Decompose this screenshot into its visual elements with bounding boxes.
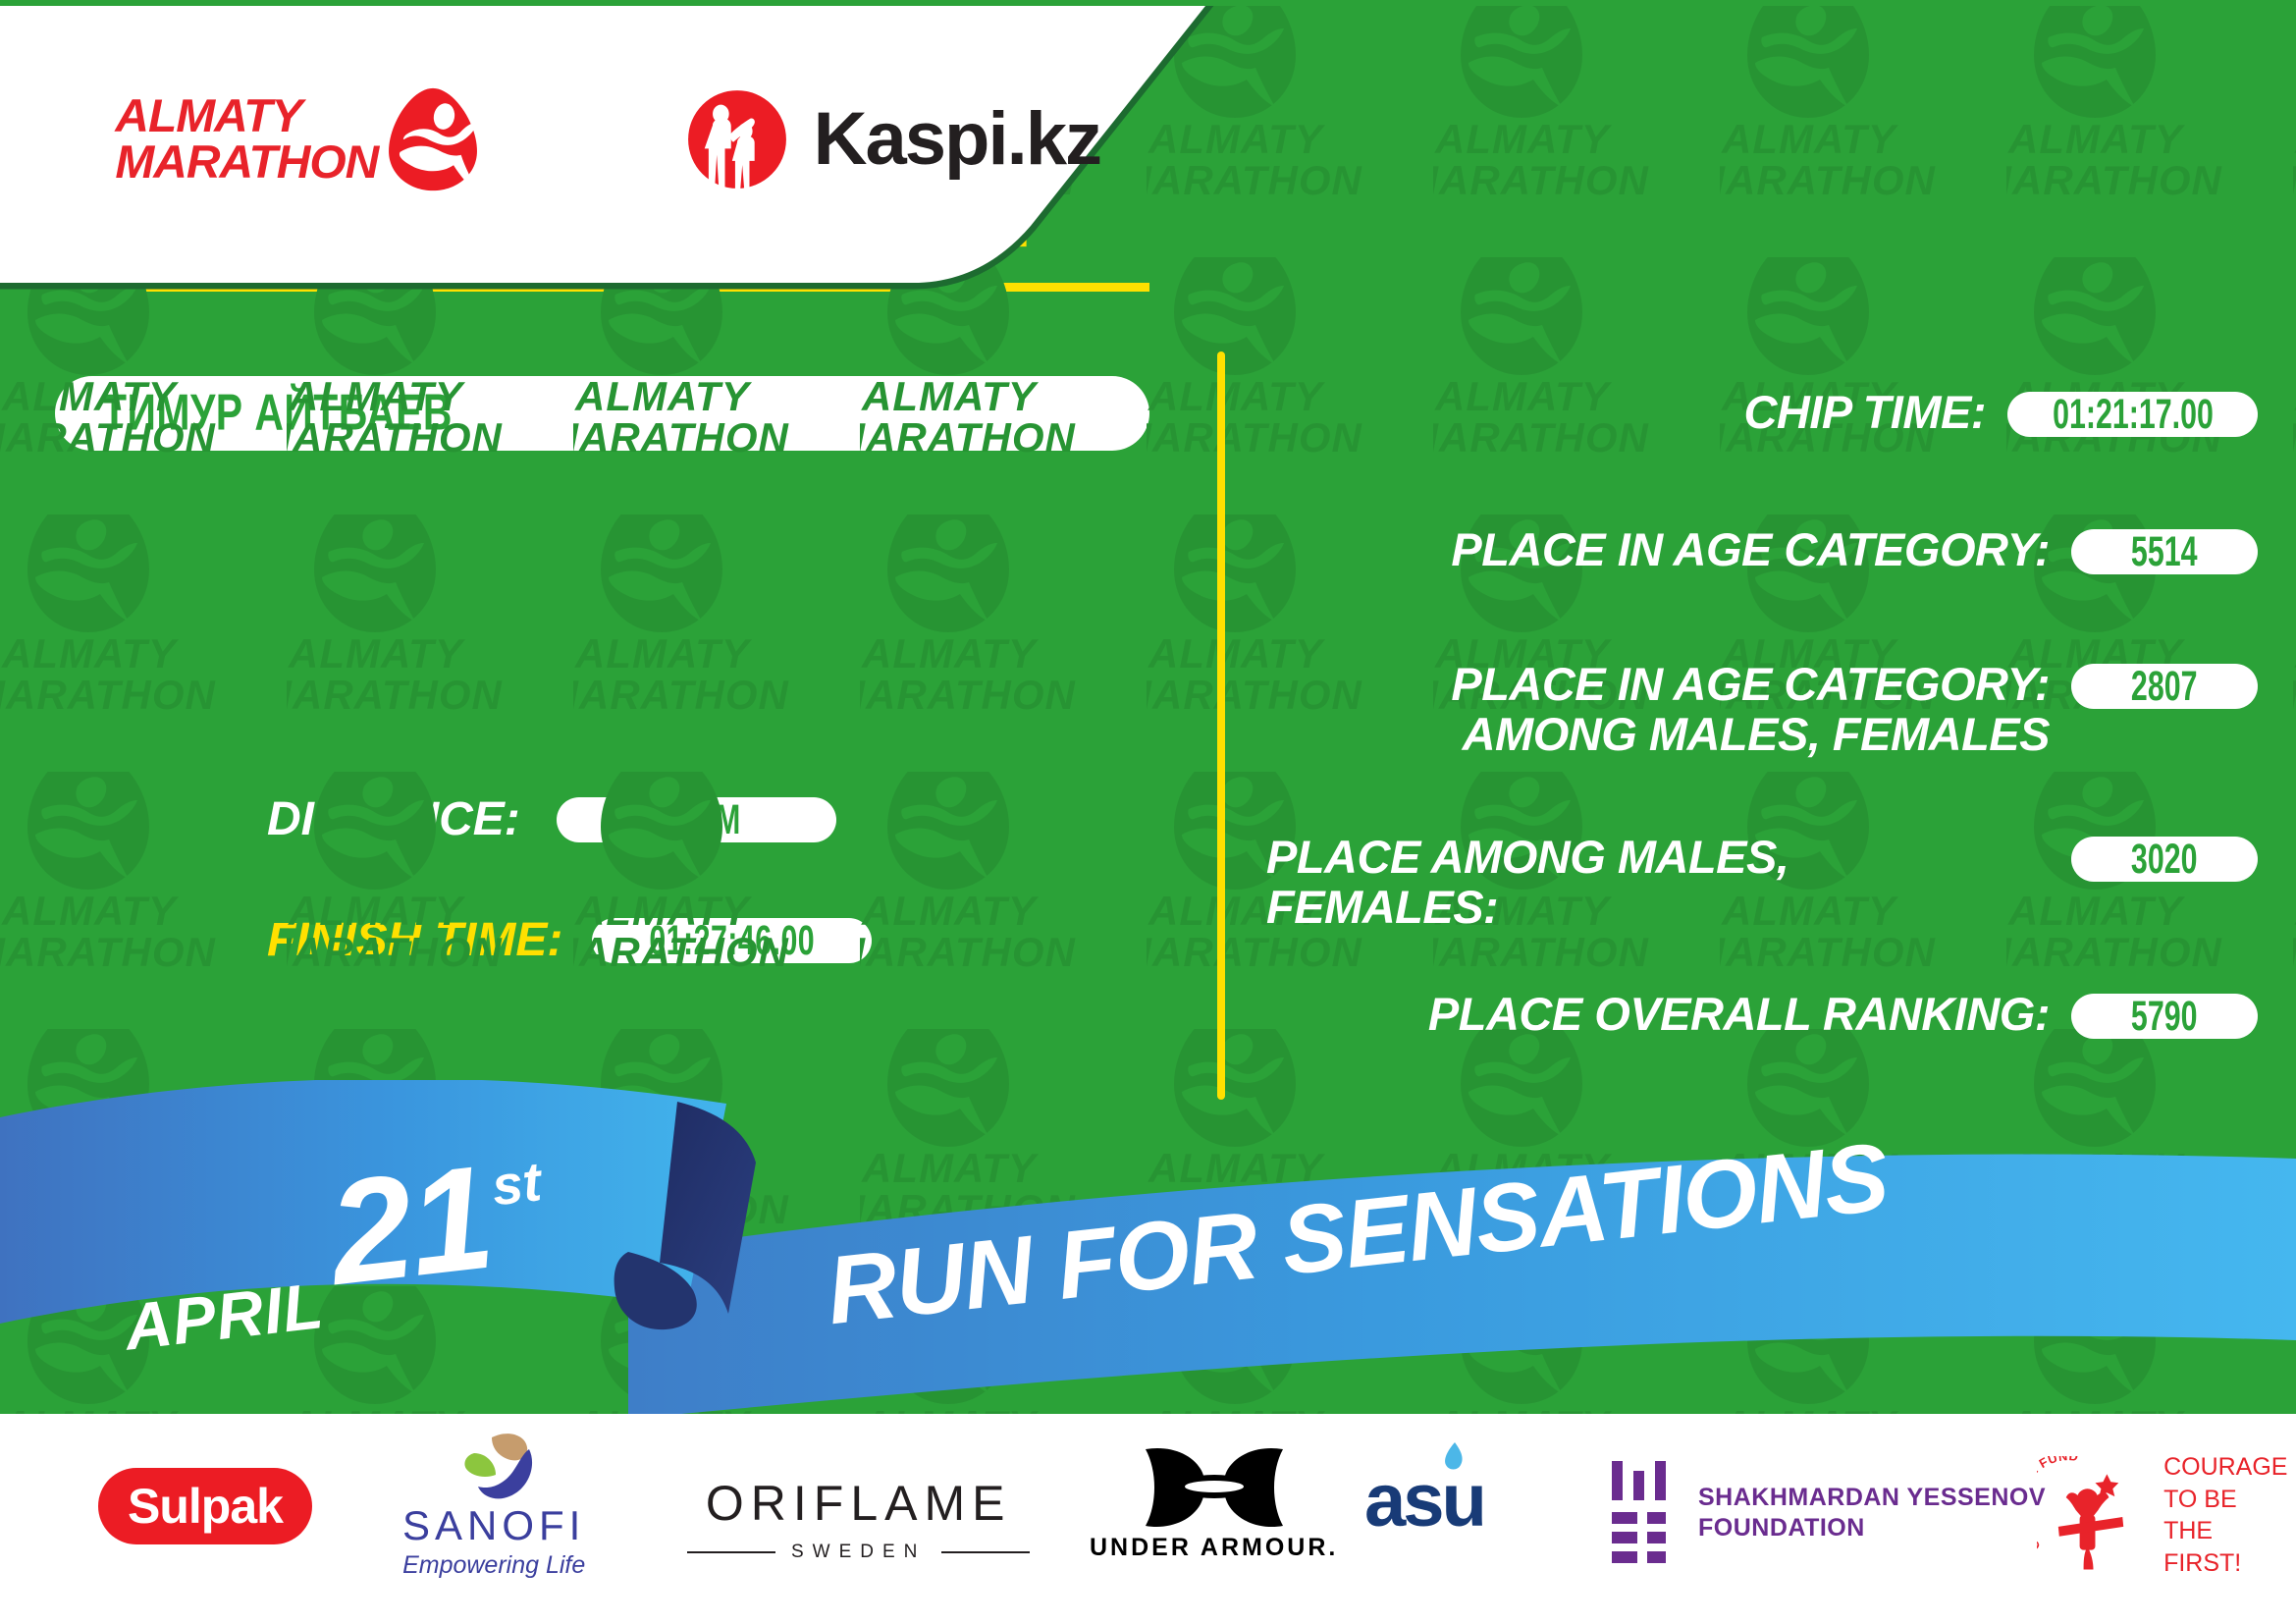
under-armour-wordmark: UNDER ARMOUR. <box>1090 1534 1339 1561</box>
yessenov-wordmark: SHAKHMARDAN YESSENOV FOUNDATION <box>1698 1483 2046 1544</box>
stat-value-pill-place-overall-ranking: 5790 <box>2071 992 2258 1040</box>
distance-row: DISTANCE: 10 KM <box>267 792 836 846</box>
sponsor-courage-to-be-the-first: CORPORATE FUND COURAGE TO BE THE FIRST! <box>2037 1451 2296 1579</box>
yessenov-line1: SHAKHMARDAN YESSENOV <box>1698 1483 2047 1511</box>
finish-time-row: FINISH TIME: 01:27:46.00 <box>267 913 873 967</box>
stat-label-place-overall-ranking: PLACE OVERALL RANKING: <box>1427 988 2051 1040</box>
oriflame-tagline-row: SWEDEN <box>687 1542 1031 1563</box>
stat-label-place-among-males-females: PLACE AMONG MALES, FEMALES: <box>1266 831 2071 933</box>
stat-row-place-age-category: PLACE IN AGE CATEGORY: 5514 <box>1266 523 2258 575</box>
sponsor-sulpak: Sulpak <box>98 1468 312 1544</box>
finish-time-value-pill: 01:27:46.00 <box>592 916 873 963</box>
header-logos: ALMATY MARATHON Kaspi.kz <box>0 0 1178 278</box>
stat-value-pill-chip-time: 01:21:17.00 <box>2007 390 2258 438</box>
sponsor-under-armour: UNDER ARMOUR. <box>1090 1443 1338 1562</box>
stat-label-line1: PLACE AMONG MALES, <box>1266 831 1789 883</box>
courage-line1: COURAGE <box>2163 1453 2288 1481</box>
stat-label-line2: AMONG MALES, FEMALES <box>1462 707 2051 760</box>
asu-droplet-icon <box>1445 1442 1463 1470</box>
sponsor-asu: asu <box>1364 1442 1487 1543</box>
yessenov-line2: FOUNDATION <box>1698 1514 1865 1542</box>
finish-time-value: 01:27:46.00 <box>649 916 816 963</box>
courage-child-icon: CORPORATE FUND <box>2037 1456 2124 1570</box>
stat-value-place-age-category-among: 2807 <box>2131 662 2198 710</box>
stat-label-line1: PLACE IN AGE CATEGORY: <box>1451 658 2050 710</box>
distance-value: 10 KM <box>651 795 742 842</box>
almaty-marathon-line2: MARATHON <box>115 135 379 188</box>
oriflame-rule-left <box>687 1551 775 1553</box>
finish-time-label: FINISH TIME: <box>267 914 563 966</box>
distance-value-pill: 10 KM <box>556 795 836 842</box>
sanofi-wordmark: SANOFI <box>402 1502 586 1548</box>
sponsor-footer: Sulpak SANOFI Empowering Life ORIFLAME S… <box>0 1414 2296 1624</box>
participant-name-text: ТИМУР АЙТБАЕВ <box>102 384 453 442</box>
stat-label-place-age-category: PLACE IN AGE CATEGORY: <box>1451 523 2050 575</box>
ribbon-day: 21 <box>321 1133 500 1317</box>
distance-label: DISTANCE: <box>267 793 520 845</box>
asu-wordmark: asu <box>1364 1459 1487 1543</box>
stat-value-chip-time: 01:21:17.00 <box>2052 390 2214 438</box>
stat-value-pill-place-among-males-females: 3020 <box>2071 835 2258 883</box>
sponsor-yessenov-foundation: SHAKHMARDAN YESSENOV FOUNDATION <box>1610 1461 2046 1565</box>
stat-value-place-age-category: 5514 <box>2131 527 2198 575</box>
stat-row-place-age-category-among: PLACE IN AGE CATEGORY: AMONG MALES, FEMA… <box>1266 658 2258 760</box>
vertical-yellow-divider <box>1217 352 1225 1100</box>
stat-value-place-overall-ranking: 5790 <box>2131 992 2198 1040</box>
oriflame-wordmark: ORIFLAME <box>705 1476 1012 1531</box>
stat-value-pill-place-age-category-among: 2807 <box>2071 662 2258 710</box>
stat-label-line2: FEMALES: <box>1266 880 1499 933</box>
courage-wordmark: COURAGE TO BE THE FIRST! <box>2163 1451 2296 1579</box>
stat-value-place-among-males-females: 3020 <box>2131 835 2198 883</box>
oriflame-tagline: SWEDEN <box>791 1542 927 1562</box>
almaty-marathon-logo: ALMATY MARATHON <box>115 85 480 193</box>
asu-logo: asu <box>1364 1442 1487 1543</box>
kaspi-logo: Kaspi.kz <box>686 88 1102 190</box>
stat-value-pill-place-age-category: 5514 <box>2071 527 2258 575</box>
kaspi-people-circle-icon <box>687 89 786 190</box>
sanofi-tagline: Empowering Life <box>402 1551 586 1579</box>
ribbon-ordinal: st <box>488 1150 545 1218</box>
runner-drop-icon <box>388 87 479 193</box>
stat-label-chip-time: CHIP TIME: <box>1743 386 1986 438</box>
stat-row-place-overall-ranking: PLACE OVERALL RANKING: 5790 <box>1266 988 2258 1040</box>
stat-label-place-age-category-among: PLACE IN AGE CATEGORY: AMONG MALES, FEMA… <box>1266 658 2071 760</box>
courage-line3: THE FIRST! <box>2163 1517 2242 1577</box>
kaspi-wordmark: Kaspi.kz <box>813 97 1102 181</box>
oriflame-rule-right <box>941 1551 1031 1553</box>
participant-name-field: ТИМУР АЙТБАЕВ <box>55 376 1149 451</box>
yessenov-bars-icon <box>1612 1461 1666 1563</box>
stat-row-chip-time: CHIP TIME: 01:21:17.00 <box>1266 386 2258 438</box>
courage-line2: TO BE <box>2163 1485 2237 1513</box>
almaty-marathon-line1: ALMATY <box>115 89 302 142</box>
under-armour-icon <box>1145 1447 1283 1528</box>
sulpak-logo-text: Sulpak <box>98 1468 312 1544</box>
almaty-marathon-wordmark: ALMATY MARATHON <box>115 89 379 188</box>
sanofi-bird-icon <box>464 1434 533 1499</box>
sponsor-oriflame: ORIFLAME SWEDEN <box>687 1475 1031 1563</box>
stat-row-place-among-males-females: PLACE AMONG MALES, FEMALES: 3020 <box>1266 831 2258 933</box>
sponsor-sanofi: SANOFI Empowering Life <box>402 1432 585 1580</box>
